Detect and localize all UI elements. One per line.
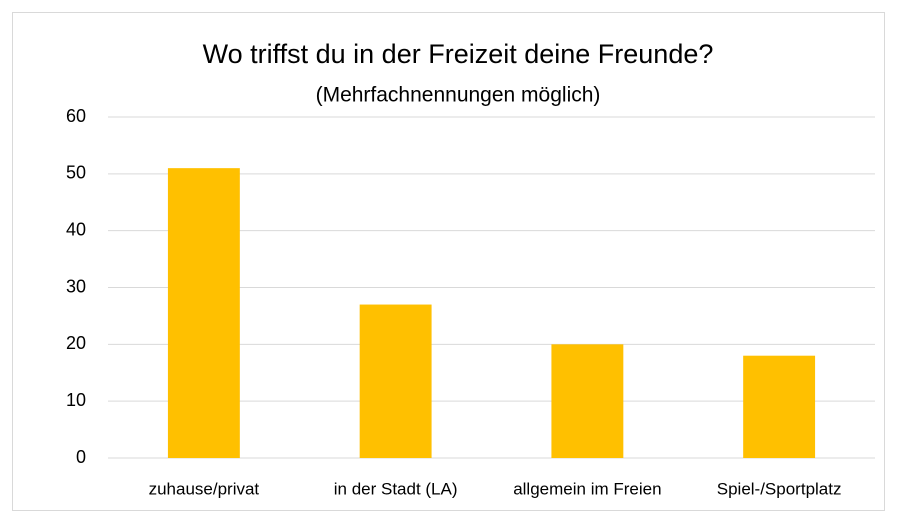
y-tick-label: 0 — [76, 447, 86, 467]
y-tick-label: 30 — [66, 276, 86, 296]
y-tick-label: 50 — [66, 163, 86, 183]
x-tick-label: in der Stadt (LA) — [334, 479, 458, 498]
y-tick-label: 20 — [66, 333, 86, 353]
chart-border — [12, 12, 885, 511]
bar — [167, 168, 240, 458]
bar — [359, 304, 432, 458]
bar — [551, 344, 624, 458]
x-tick-label: allgemein im Freien — [513, 479, 661, 498]
chart-title: Wo triffst du in der Freizeit deine Freu… — [203, 39, 714, 69]
y-tick-label: 60 — [66, 106, 86, 126]
y-tick-label: 40 — [66, 219, 86, 239]
x-tick-label: Spiel-/Sportplatz — [717, 479, 842, 498]
chart-subtitle: (Mehrfachnennungen möglich) — [316, 84, 601, 107]
bar — [743, 355, 816, 458]
x-tick-label: zuhause/privat — [149, 479, 260, 498]
y-tick-label: 10 — [66, 390, 86, 410]
